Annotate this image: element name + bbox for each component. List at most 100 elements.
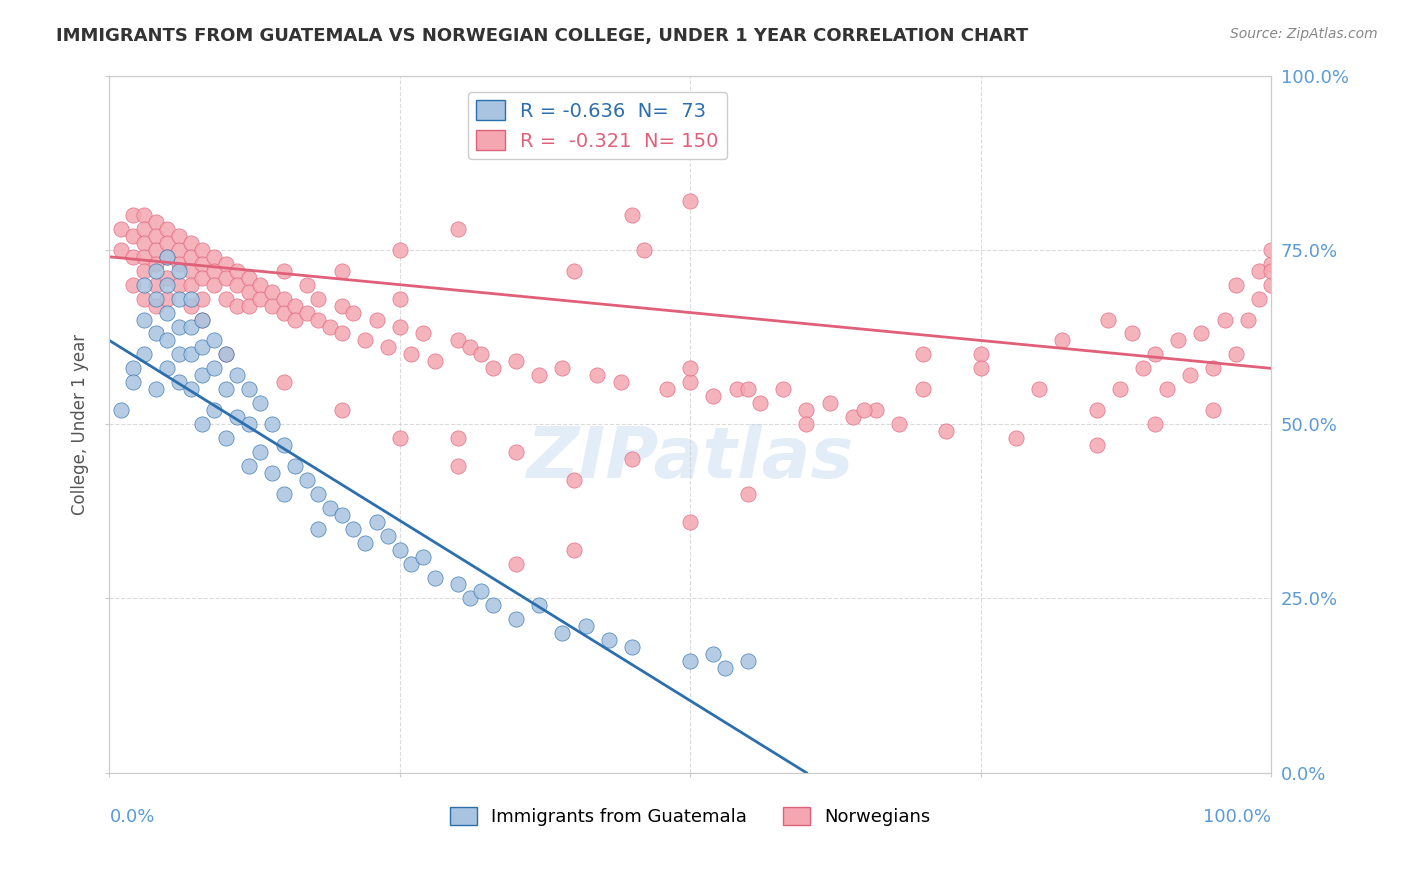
Point (273, 487, 295, 501)
Point (121, 376, 143, 390)
Point (737, 487, 759, 501)
Point (273, 438, 295, 452)
Point (551, 626, 574, 640)
Point (145, 299, 167, 313)
Point (249, 277, 271, 292)
Point (260, 285, 283, 299)
Point (505, 445, 527, 459)
Point (167, 277, 190, 292)
Point (412, 549, 434, 564)
Point (308, 292, 330, 306)
Point (191, 312, 214, 326)
Point (412, 326, 434, 341)
Point (273, 292, 295, 306)
Point (156, 250, 179, 264)
Point (1260, 257, 1282, 271)
Point (1189, 326, 1212, 341)
Point (180, 235, 202, 250)
Point (969, 361, 991, 376)
Point (702, 389, 724, 403)
Point (110, 403, 132, 417)
Point (284, 312, 307, 326)
Point (284, 458, 307, 473)
Point (388, 292, 411, 306)
Point (191, 292, 214, 306)
Point (202, 277, 225, 292)
Text: ZIPatlas: ZIPatlas (527, 425, 853, 493)
Point (655, 382, 678, 396)
Point (202, 250, 225, 264)
Point (134, 250, 156, 264)
Point (202, 361, 225, 376)
Point (295, 277, 318, 292)
Point (679, 654, 702, 668)
Point (1132, 361, 1154, 376)
Point (969, 347, 991, 361)
Point (388, 431, 411, 445)
Point (423, 570, 446, 584)
Point (156, 277, 179, 292)
Point (214, 270, 236, 285)
Point (202, 403, 225, 417)
Point (134, 277, 156, 292)
Point (1143, 417, 1166, 431)
Point (134, 312, 156, 326)
Point (1202, 361, 1225, 376)
Point (167, 376, 190, 390)
Point (180, 277, 202, 292)
Point (737, 382, 759, 396)
Point (796, 403, 818, 417)
Point (609, 376, 631, 390)
Point (167, 347, 190, 361)
Point (121, 277, 143, 292)
Point (167, 257, 190, 271)
Point (447, 222, 470, 236)
Point (1225, 347, 1247, 361)
Point (481, 599, 503, 613)
Point (470, 584, 492, 599)
Point (191, 312, 214, 326)
Point (1178, 368, 1201, 383)
Point (238, 417, 260, 431)
Point (679, 194, 702, 208)
Point (191, 243, 214, 257)
Point (865, 403, 887, 417)
Point (238, 458, 260, 473)
Point (308, 312, 330, 326)
Point (167, 319, 190, 334)
Point (273, 264, 295, 278)
Point (156, 235, 179, 250)
Point (145, 257, 167, 271)
Point (110, 243, 132, 257)
Point (911, 347, 934, 361)
Point (273, 305, 295, 319)
Point (1050, 334, 1073, 348)
Point (388, 243, 411, 257)
Point (388, 319, 411, 334)
Point (562, 264, 585, 278)
Point (238, 382, 260, 396)
Point (145, 215, 167, 229)
Point (1260, 243, 1282, 257)
Point (180, 299, 202, 313)
Point (330, 264, 353, 278)
Point (458, 341, 481, 355)
Point (737, 654, 759, 668)
Point (180, 264, 202, 278)
Point (214, 382, 236, 396)
Point (238, 270, 260, 285)
Point (180, 250, 202, 264)
Point (156, 222, 179, 236)
Point (134, 235, 156, 250)
Point (226, 277, 249, 292)
Point (226, 264, 249, 278)
Point (621, 452, 644, 467)
Point (725, 382, 748, 396)
Point (284, 299, 307, 313)
Point (935, 424, 957, 438)
Point (1167, 334, 1189, 348)
Point (1085, 438, 1108, 452)
Point (1249, 264, 1271, 278)
Point (796, 417, 818, 431)
Point (156, 361, 179, 376)
